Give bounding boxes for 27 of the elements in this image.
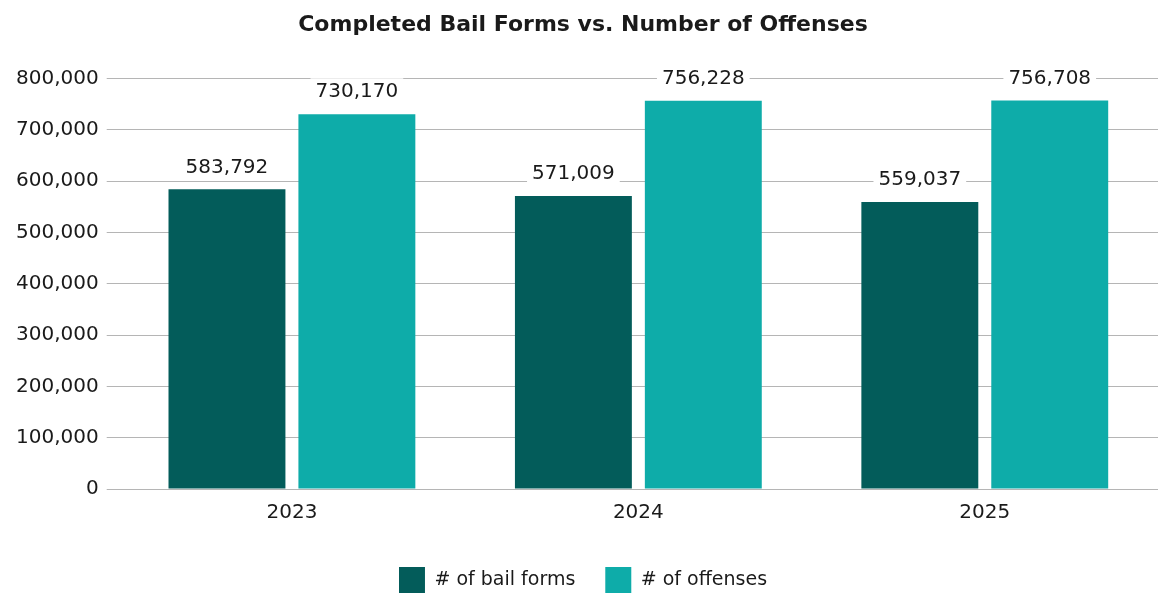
y-tick-label: 100,000 [15,423,99,448]
data-label: 756,708 [1008,64,1092,89]
y-tick-label: 600,000 [15,167,99,192]
bar [298,114,416,489]
y-tick-label: 800,000 [15,64,99,89]
bar [514,195,632,489]
y-tick-label: 0 [85,475,99,500]
data-label: 571,009 [532,160,615,185]
bar [168,189,286,489]
data-label: 583,792 [185,153,269,178]
data-label: 559,037 [878,166,962,191]
x-tick-label: 2024 [612,499,664,524]
legend-label: # of offenses [640,566,768,589]
data-label: 730,170 [315,78,399,103]
bar [991,100,1109,489]
bar [644,100,762,489]
legend-label: # of bail forms [434,566,576,589]
y-tick-label: 400,000 [15,269,99,294]
chart-title: Completed Bail Forms vs. Number of Offenses [298,10,868,36]
y-tick-label: 300,000 [15,321,99,346]
y-tick-label: 500,000 [15,218,99,243]
data-label: 756,228 [661,65,745,90]
y-tick-label: 700,000 [15,115,99,140]
y-tick-label: 200,000 [15,372,99,397]
x-tick-label: 2023 [266,499,318,524]
bar [861,202,979,489]
x-tick-label: 2025 [959,499,1011,524]
